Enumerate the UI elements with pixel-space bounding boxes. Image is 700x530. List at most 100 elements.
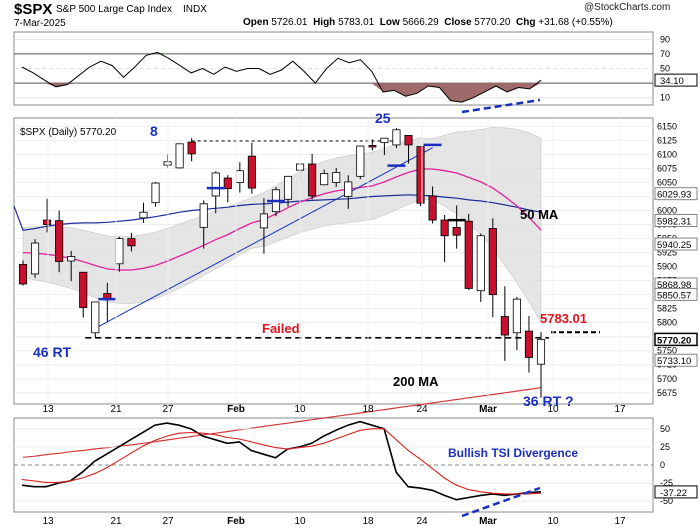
candle-body: [428, 195, 437, 221]
x-tick-label: 17: [614, 404, 626, 415]
candle-body: [536, 339, 546, 365]
x-tick-label: 27: [162, 516, 174, 527]
candle-body: [211, 172, 220, 197]
x-tick-label: 10: [294, 404, 306, 415]
price-tick-label: 6075: [657, 163, 677, 173]
candle-body: [139, 211, 148, 219]
price-label-text: 5940.25: [657, 240, 691, 251]
x-tick-label: Mar: [479, 404, 497, 415]
rsi-tick-label: 10: [660, 93, 670, 103]
price-tick-label: 5750: [657, 346, 677, 356]
header-name: S&P 500 Large Cap Index: [56, 4, 173, 15]
open-label: Open: [243, 17, 269, 28]
x-tick-label: 24: [416, 404, 428, 415]
x-tick-label: 13: [42, 404, 54, 415]
price-tick-label: 5700: [657, 374, 677, 384]
x-tick-label: 17: [614, 516, 626, 527]
candle-body: [235, 170, 244, 183]
ma20-line: [22, 168, 542, 271]
annotation-failed: Failed: [262, 321, 300, 336]
price-label-text: 5770.20: [657, 335, 691, 346]
annotation-ma50: 50 MA: [520, 207, 559, 222]
rsi-panel-frame: [13, 31, 654, 106]
price-label-box: [654, 353, 698, 367]
annotation-ma200: 200 MA: [393, 374, 439, 389]
rsi-divergence-line: [461, 98, 541, 114]
rsi-oversold-fill: [22, 83, 541, 103]
candle-body: [18, 263, 28, 285]
x-tick-label: 18: [362, 404, 374, 415]
candle-body: [368, 145, 377, 148]
candle-body: [392, 129, 401, 146]
rsi-line: [21, 51, 542, 103]
chg-label: Chg: [516, 17, 536, 28]
price-tick-label: 6050: [657, 177, 677, 187]
ma200-line: [22, 387, 542, 458]
candle-body: [55, 220, 64, 262]
high-label: High: [313, 17, 336, 28]
rsi-tick-label: 90: [660, 34, 670, 44]
candle-body: [404, 134, 413, 146]
price-tick-label: 5825: [657, 304, 677, 314]
candle-body: [127, 238, 136, 247]
low-label: Low: [379, 17, 400, 28]
price-tick-label: 5925: [657, 248, 677, 258]
candle-body: [187, 141, 196, 155]
tsi-line: [21, 420, 542, 501]
close-label: Close: [444, 17, 472, 28]
candle-body: [344, 181, 353, 197]
candle-body: [79, 271, 88, 308]
tsi-signal-line: [21, 428, 542, 495]
candle-body: [380, 137, 389, 144]
x-tick-label: 18: [362, 516, 374, 527]
candle-body: [464, 220, 473, 289]
candle-body: [67, 256, 76, 262]
price-tick-label: 6000: [657, 206, 677, 216]
rsi-panel: 907050301034.10: [14, 34, 698, 114]
price-label-box: [654, 187, 698, 201]
annotation-tsi-divergence: Bullish TSI Divergence: [448, 446, 578, 460]
candle-body: [283, 175, 293, 200]
candle-body: [223, 177, 232, 190]
price-label-text: 5850.57: [657, 290, 691, 301]
price-label-box: [654, 332, 698, 347]
tsi-divergence-line: [461, 486, 541, 518]
tsi-tick-label: 25: [660, 442, 670, 452]
tsi-tick-label: -25: [660, 478, 673, 488]
x-tick-label: 10: [547, 516, 559, 527]
high-value: 5783.01: [338, 17, 375, 28]
candle-body: [115, 238, 124, 265]
tsi-panel: 50 25 0 -25 -50-37.22: [14, 420, 698, 518]
rsi-value-box: [654, 73, 698, 87]
x-tick-label: Feb: [227, 516, 245, 527]
price-panel-title: $SPX (Daily) 5770.20: [20, 127, 117, 138]
x-tick-label: 10: [294, 516, 306, 527]
price-label-text: 5868.98: [657, 280, 691, 291]
header-watermark: @StockCharts.com: [584, 2, 671, 13]
price-label-box: [654, 214, 698, 227]
price-label-text: 5733.10: [657, 356, 691, 367]
candle-body: [452, 226, 461, 236]
rsi-tick-label: 70: [660, 49, 670, 59]
candle-body: [91, 301, 100, 334]
price-tick-label: 5675: [657, 388, 677, 398]
tsi-value-box: [654, 485, 698, 499]
candle-body: [524, 330, 534, 358]
candle-body: [175, 143, 184, 169]
candle-body: [332, 171, 341, 183]
annotation-resistance: 5783.01: [540, 311, 587, 326]
candle-body: [500, 316, 509, 336]
tsi-tick-label: 50: [660, 424, 670, 434]
rsi-tick-label: 50: [660, 64, 670, 74]
price-tick-label: 5900: [657, 262, 677, 272]
tsi-tick-label: 0: [660, 460, 665, 470]
annotation-low-rt: 46 RT: [33, 344, 72, 360]
x-tick-label: Mar: [479, 516, 497, 527]
price-panel-frame: [13, 117, 654, 405]
chg-value: +31.68 (+0.55%): [538, 17, 613, 28]
header-exchange: INDX: [183, 4, 207, 15]
x-tick-label: 10: [547, 404, 559, 415]
candle-body: [199, 203, 208, 228]
